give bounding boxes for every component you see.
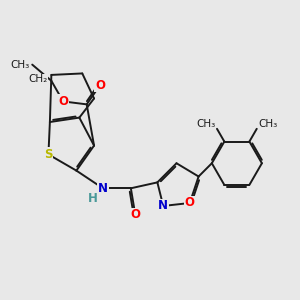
Text: S: S xyxy=(44,148,53,161)
Text: O: O xyxy=(58,95,68,108)
Text: H: H xyxy=(88,192,98,205)
Text: CH₃: CH₃ xyxy=(258,119,278,129)
Text: CH₃: CH₃ xyxy=(196,119,215,129)
Text: N: N xyxy=(158,200,168,212)
Text: O: O xyxy=(95,79,105,92)
Text: N: N xyxy=(98,182,108,195)
Text: CH₃: CH₃ xyxy=(10,60,29,70)
Text: O: O xyxy=(185,196,195,209)
Text: CH₂: CH₂ xyxy=(28,74,48,84)
Text: O: O xyxy=(130,208,140,221)
